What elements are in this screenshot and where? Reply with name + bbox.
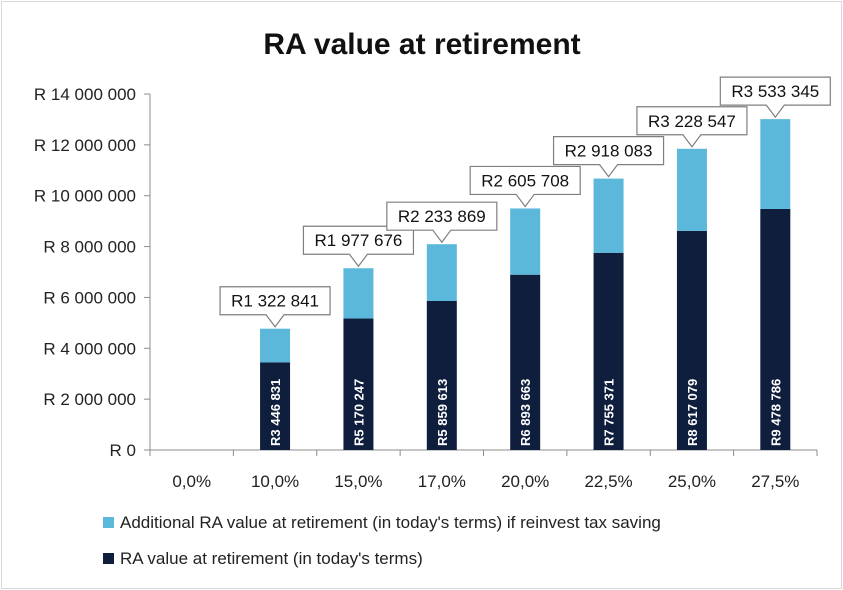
bar-ra-value [343, 318, 374, 450]
bar-ra-value [426, 300, 457, 450]
chart-title: RA value at retirement [263, 28, 580, 61]
bar-additional-value [676, 148, 707, 231]
bar-ra-value [260, 362, 291, 450]
bar-ra-value [676, 230, 707, 450]
bar-additional-value [426, 244, 457, 301]
bars: R3 446 831 R5 170 247 R5 859 613 R6 893 663… [260, 119, 791, 450]
x-tick-label: 25,0% [668, 472, 716, 491]
y-tick-label: R 4 000 000 [43, 339, 136, 358]
bar-data-label: R3 446 831 [268, 379, 283, 446]
callout-box [552, 135, 665, 178]
y-tick-label: R 12 000 000 [34, 136, 136, 155]
bar-data-label: R6 893 663 [518, 379, 533, 446]
bar-data-label: R7 755 371 [602, 379, 617, 446]
bar-additional-value [260, 328, 291, 363]
x-tick-label: 0,0% [172, 472, 211, 491]
callout-label: R1 977 676 [314, 231, 402, 250]
callout-box [302, 225, 415, 268]
y-tick-label: R 0 [110, 441, 136, 460]
callout-box [219, 286, 331, 328]
x-tick-label: 20,0% [501, 472, 549, 491]
bar-additional-value [510, 208, 541, 275]
callout-label: R2 918 083 [565, 142, 653, 161]
callout-label: R3 533 345 [731, 82, 819, 101]
legend: Additional RA value at retirement (in to… [103, 513, 661, 568]
x-tick-label: 27,5% [751, 472, 799, 491]
callout-box [636, 106, 748, 148]
callout-box [469, 165, 581, 208]
callout-label: R1 322 841 [231, 292, 319, 311]
callout-label: R3 228 547 [648, 112, 736, 131]
y-tick-label: R 10 000 000 [34, 187, 136, 206]
callout-box [719, 76, 831, 119]
bar-ra-value [593, 252, 624, 450]
x-tick-label: 10,0% [251, 472, 299, 491]
axes: R 0 R 2 000 000 R 4 000 000 R 6 000 000 R 8 … [34, 85, 818, 491]
x-tick-label: 17,0% [418, 472, 466, 491]
bar-data-label: R8 617 079 [685, 379, 700, 446]
bar-data-label: R5 859 613 [435, 379, 450, 446]
x-tick-label: 22,5% [584, 472, 632, 491]
y-tick-label: R 2 000 000 [43, 390, 136, 409]
legend-swatch [103, 517, 114, 528]
legend-label: RA value at retirement (in today's terms… [120, 549, 423, 568]
callout-label: R2 605 708 [481, 171, 569, 190]
y-tick-label: R 6 000 000 [43, 288, 136, 307]
bar-additional-value [760, 119, 791, 209]
y-tick-label: R 14 000 000 [34, 85, 136, 104]
callout-label: R2 233 869 [398, 207, 486, 226]
legend-label: Additional RA value at retirement (in to… [120, 513, 661, 532]
bar-additional-value [343, 268, 374, 319]
bar-ra-value [510, 274, 541, 450]
bar-data-label: R9 478 786 [768, 379, 783, 446]
callouts: R1 322 841 R1 977 676 R2 233 869 R2 605 708… [219, 76, 831, 328]
bar-additional-value [593, 178, 624, 253]
legend-swatch [103, 553, 114, 564]
y-tick-label: R 8 000 000 [43, 238, 136, 257]
bar-data-label: R5 170 247 [351, 379, 366, 446]
callout-box [386, 201, 498, 244]
bar-ra-value [760, 208, 791, 450]
x-tick-label: 15,0% [334, 472, 382, 491]
